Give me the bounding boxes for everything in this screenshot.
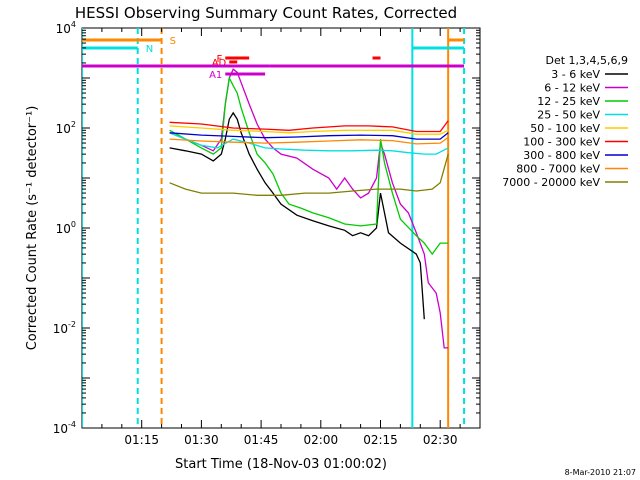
flag-label: S: [170, 36, 176, 47]
series-line-5: [169, 125, 449, 135]
legend-label: 6 - 12 keV: [544, 82, 600, 95]
x-tick-label: 01:15: [124, 433, 159, 447]
y-tick-label: 104: [56, 20, 76, 36]
y-tick-label: 10-2: [53, 320, 76, 336]
y-axis-label: Corrected Count Rate (s⁻¹ detector⁻¹): [25, 106, 40, 351]
series-line-3: [169, 75, 449, 256]
flag-label: AD: [212, 58, 227, 69]
flag-label: F: [217, 54, 223, 65]
series-line-9: [169, 153, 449, 196]
plot-area: [81, 27, 481, 429]
reference-lines: [82, 28, 466, 428]
legend-label: 50 - 100 keV: [530, 122, 600, 135]
x-tick-label: 02:15: [363, 433, 398, 447]
legend-header: Det 1,3,4,5,6,9: [545, 54, 628, 67]
y-tick-label: 100: [56, 220, 76, 236]
series-line-6: [169, 120, 449, 133]
y-tick-label: 102: [56, 120, 76, 136]
x-axis-label: Start Time (18-Nov-03 01:00:02): [175, 457, 387, 472]
y-axis: 10-4 10-2 100 102 104: [53, 20, 480, 436]
flag-label: A1: [209, 70, 222, 81]
x-tick-label: 01:30: [184, 433, 219, 447]
series-group: [169, 68, 449, 349]
y-tick-label: 10-4: [53, 420, 76, 436]
date-stamp: 8-Mar-2010 21:07: [565, 468, 636, 477]
legend-label: 25 - 50 keV: [537, 109, 600, 122]
series-line-7: [169, 132, 449, 140]
x-tick-label: 02:30: [423, 433, 458, 447]
x-axis: 01:15 01:30 01:45 02:00 02:15 02:30: [101, 28, 461, 447]
x-tick-label: 01:45: [244, 433, 279, 447]
legend-label: 12 - 25 keV: [537, 95, 600, 108]
series-line-4: [169, 132, 449, 155]
series-line-8: [169, 136, 449, 145]
series-line-2: [169, 68, 449, 349]
flag-label: N: [146, 44, 153, 55]
legend-label: 100 - 300 keV: [523, 136, 600, 149]
legend-label: 800 - 7000 keV: [516, 163, 600, 176]
series-line-1: [169, 111, 425, 320]
x-tick-label: 02:00: [304, 433, 339, 447]
legend-label: 300 - 800 keV: [523, 149, 600, 162]
legend-label: 7000 - 20000 keV: [502, 176, 600, 189]
chart-title: HESSI Observing Summary Count Rates, Cor…: [75, 4, 457, 22]
legend-label: 3 - 6 keV: [551, 68, 600, 81]
